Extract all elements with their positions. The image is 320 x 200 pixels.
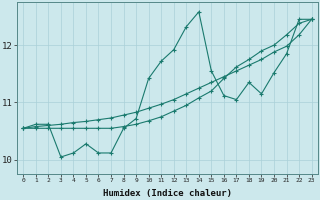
X-axis label: Humidex (Indice chaleur): Humidex (Indice chaleur) — [103, 189, 232, 198]
